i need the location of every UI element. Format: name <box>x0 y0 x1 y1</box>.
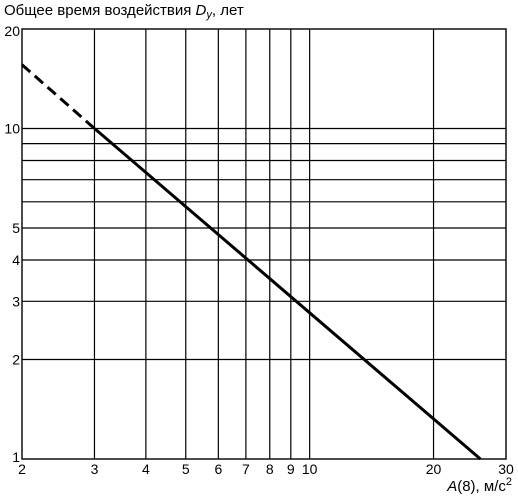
x-tick-label: 8 <box>266 461 274 477</box>
x-tick-label: 10 <box>302 461 318 477</box>
x-axis-label-symbol: A <box>447 478 458 495</box>
y-axis-label: Общее время воздействия Dy, лет <box>4 2 244 21</box>
y-tick-label: 10 <box>4 120 20 136</box>
x-tick-label: 2 <box>18 461 26 477</box>
x-axis-label-text: (8), м/с <box>457 478 506 495</box>
x-tick-label: 9 <box>287 461 295 477</box>
x-tick-label: 3 <box>91 461 99 477</box>
x-tick-label: 30 <box>498 461 514 477</box>
x-axis-label: A(8), м/с2 <box>447 476 512 495</box>
series-line <box>93 127 482 461</box>
series-line-dashed <box>21 63 96 130</box>
y-axis-label-unit: , лет <box>211 2 244 19</box>
x-tick-label: 4 <box>142 461 150 477</box>
plot-frame <box>21 28 507 460</box>
y-tick-label: 2 <box>12 352 20 368</box>
x-tick-label: 6 <box>214 461 222 477</box>
x-tick-label: 5 <box>182 461 190 477</box>
x-tick-label: 20 <box>426 461 442 477</box>
y-tick-label: 20 <box>4 23 20 39</box>
y-axis-label-symbol: D <box>195 2 207 19</box>
y-tick-label: 1 <box>12 449 20 465</box>
y-tick-label: 4 <box>12 252 20 268</box>
x-tick-label: 7 <box>242 461 250 477</box>
x-axis-label-superscript: 2 <box>505 476 512 488</box>
y-tick-label: 3 <box>12 293 20 309</box>
y-axis-label-subscript: y <box>206 9 212 21</box>
y-axis-label-text: Общее время воздействия <box>4 2 196 19</box>
y-tick-label: 5 <box>12 220 20 236</box>
